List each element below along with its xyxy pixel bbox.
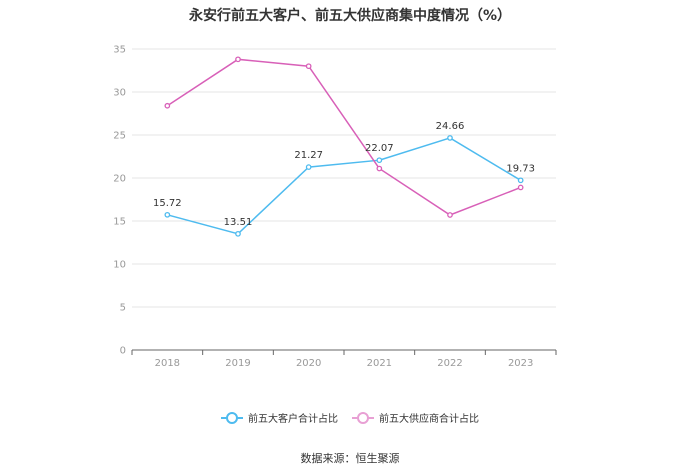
x-tick-label: 2021	[367, 358, 392, 369]
x-tick-label: 2019	[225, 358, 250, 369]
x-tick-label: 2022	[437, 358, 462, 369]
data-point	[447, 212, 453, 218]
y-tick-label: 15	[113, 217, 126, 228]
x-tick-label: 2020	[296, 358, 321, 369]
series-layer	[164, 56, 524, 237]
grid	[132, 48, 556, 308]
data-point	[164, 102, 171, 109]
data-point	[235, 56, 241, 63]
data-source: 数据来源：恒生聚源	[300, 452, 400, 465]
data-label: 15.72	[153, 198, 182, 209]
y-tick-label: 35	[113, 45, 126, 56]
legend-marker-icon	[221, 411, 243, 424]
y-tick-label: 0	[120, 346, 126, 357]
data-point	[517, 184, 524, 191]
axes: 0 5 10 15 20 25 30 35 2018 2019 2020 2021 2022 2023	[113, 45, 557, 369]
legend: 前五大客户合计占比 前五大供应商合计占比	[0, 410, 700, 425]
data-point	[235, 230, 241, 237]
legend-label: 前五大供应商合计占比	[379, 414, 479, 425]
data-labels: 15.72 13.51 21.27 22.07 24.66 19.73	[153, 121, 535, 228]
data-label: 13.51	[224, 217, 253, 228]
y-tick-label: 30	[113, 88, 126, 99]
data-point	[376, 165, 383, 172]
data-label: 22.07	[365, 143, 394, 154]
legend-item-suppliers[interactable]: 前五大供应商合计占比	[352, 410, 479, 425]
data-point	[305, 164, 312, 170]
series-line-1	[166, 58, 521, 216]
y-tick-label: 5	[120, 303, 126, 314]
data-label: 19.73	[506, 163, 535, 174]
x-tick-label: 2018	[155, 358, 180, 369]
data-point	[447, 135, 453, 141]
y-tick-label: 20	[113, 174, 126, 185]
data-label: 21.27	[294, 150, 323, 161]
data-point	[376, 157, 383, 164]
series-line-0	[167, 137, 522, 235]
data-point	[517, 177, 524, 184]
y-tick-label: 25	[113, 131, 126, 142]
legend-item-customers[interactable]: 前五大客户合计占比	[221, 410, 338, 425]
legend-label: 前五大客户合计占比	[248, 414, 338, 425]
y-tick-label: 10	[113, 260, 126, 271]
legend-marker-icon	[352, 411, 374, 424]
data-point	[305, 63, 312, 70]
data-point	[164, 211, 171, 218]
x-tick-label: 2023	[508, 358, 533, 369]
chart-title: 永安行前五大客户、前五大供应商集中度情况（%）	[188, 8, 512, 24]
data-label: 24.66	[436, 121, 465, 132]
